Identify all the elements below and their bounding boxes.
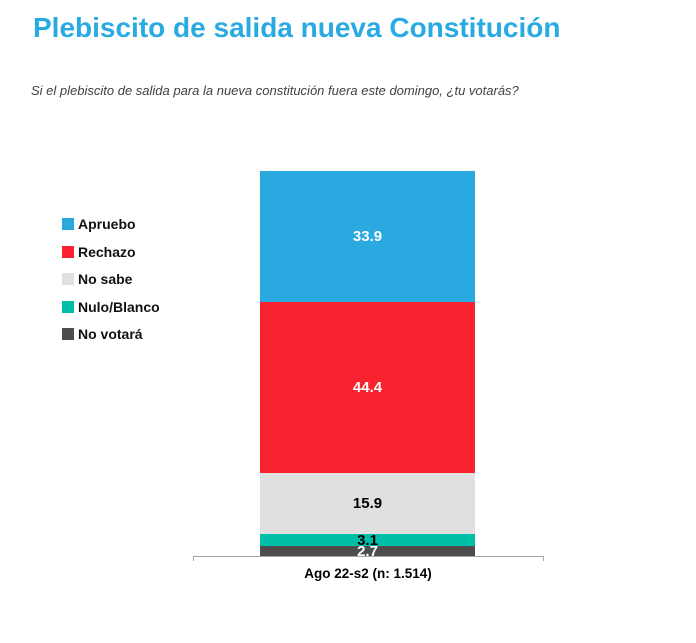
- value-label-no-votara: 2.7: [357, 542, 378, 560]
- survey-question-subtitle: Si el plebiscito de salida para la nueva…: [31, 83, 519, 98]
- value-label-no-sabe: 15.9: [352, 495, 383, 512]
- legend-item-no-votara: No votará: [62, 326, 160, 342]
- chart-legend: Apruebo Rechazo No sabe Nulo/Blanco No v…: [62, 216, 160, 355]
- bar-segment-apruebo: 33.9: [260, 171, 475, 302]
- legend-label-no-votara: No votará: [78, 326, 143, 342]
- legend-item-rechazo: Rechazo: [62, 243, 160, 260]
- legend-swatch-nulo-blanco-icon: [62, 300, 74, 313]
- legend-swatch-rechazo-icon: [62, 245, 74, 258]
- value-label-apruebo: 33.9: [352, 228, 383, 245]
- legend-item-nulo-blanco: Nulo/Blanco: [62, 298, 160, 315]
- chart-title: Plebiscito de salida nueva Constitución: [33, 12, 561, 43]
- bar-segment-no-sabe: 15.9: [260, 473, 475, 534]
- bar-segment-rechazo: 44.4: [260, 302, 475, 473]
- bar-segment-nulo-blanco: 3.1: [260, 531, 475, 549]
- legend-swatch-no-sabe-icon: [62, 273, 74, 285]
- legend-swatch-no-votara-icon: [62, 328, 74, 340]
- legend-item-no-sabe: No sabe: [62, 271, 160, 287]
- legend-swatch-apruebo-icon: [62, 218, 74, 230]
- x-axis-line: [193, 556, 544, 561]
- value-label-rechazo: 44.4: [352, 379, 383, 396]
- legend-label-nulo-blanco: Nulo/Blanco: [78, 298, 160, 315]
- legend-label-rechazo: Rechazo: [78, 243, 136, 260]
- legend-label-no-sabe: No sabe: [78, 271, 133, 287]
- legend-item-apruebo: Apruebo: [62, 216, 160, 232]
- legend-label-apruebo: Apruebo: [78, 216, 136, 232]
- value-label-nulo-blanco: 3.1: [357, 531, 378, 549]
- stacked-bar: 33.9 44.4 15.9 3.1 2.7: [260, 171, 475, 560]
- bar-segment-no-votara: 2.7: [260, 542, 475, 560]
- x-axis-category-label: Ago 22-s2 (n: 1.514): [304, 566, 432, 581]
